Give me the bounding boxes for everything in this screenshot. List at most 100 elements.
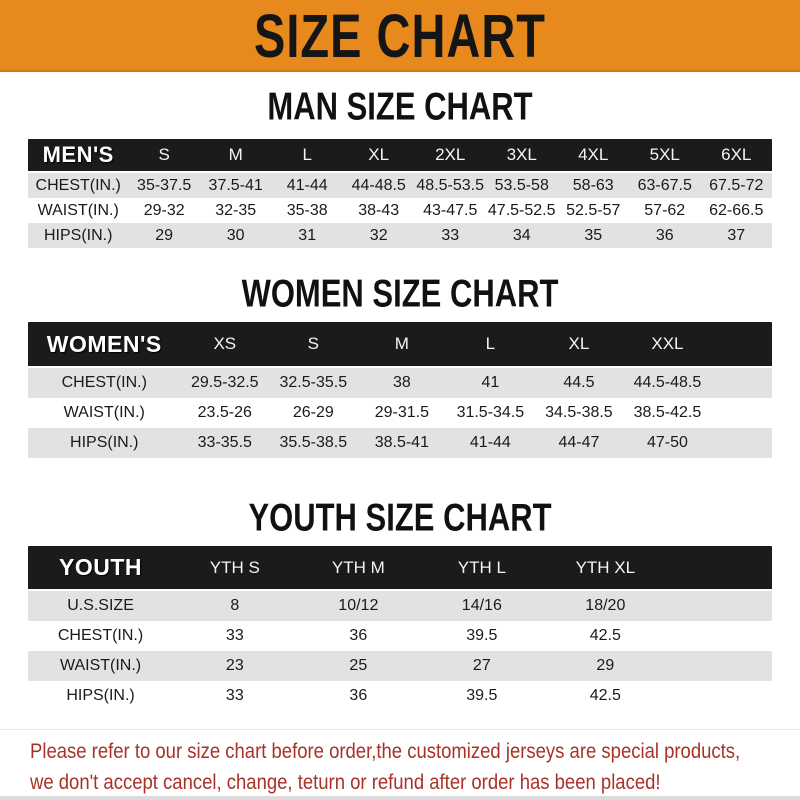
- cell-value: 32: [369, 226, 388, 244]
- cell-value: 58-63: [572, 176, 614, 194]
- column-header: XL: [368, 145, 390, 164]
- cell-value: 18/20: [585, 597, 626, 614]
- table-header-row: WOMEN'S XS S M L XL XXL: [28, 322, 772, 368]
- cell-value: 42.5: [589, 627, 621, 644]
- cell-value: 30: [226, 226, 245, 244]
- women-size-chart-heading: WOMEN SIZE CHART: [0, 272, 800, 316]
- cell-value: 34.5-38.5: [545, 404, 613, 421]
- cell-value: 14/16: [461, 597, 502, 614]
- cell-value: 29.5-32.5: [190, 374, 259, 391]
- row-label: WAIST(IN.): [37, 201, 119, 219]
- row-label: WAIST(IN.): [63, 404, 145, 421]
- cell-value: 26-29: [292, 404, 334, 421]
- cell-value: 36: [655, 226, 674, 244]
- cell-value: 47.5-52.5: [487, 201, 556, 219]
- disclaimer-line-1: Please refer to our size chart before or…: [30, 739, 741, 763]
- cell-value: 35-37.5: [137, 176, 192, 194]
- bottom-edge-divider: [0, 796, 800, 800]
- table-row: WAIST(IN.) 29-32 32-35 35-38 38-43 43-47.5 47.…: [28, 198, 772, 223]
- cell-value: 29: [596, 657, 615, 674]
- column-header: YTH L: [457, 557, 506, 577]
- banner-title: SIZE CHART: [254, 0, 546, 70]
- cell-value: 38.5-42.5: [633, 404, 702, 421]
- column-header: YTH XL: [575, 557, 636, 577]
- column-header: M: [394, 334, 409, 353]
- cell-value: 53.5-58: [494, 176, 549, 194]
- cell-value: 36: [349, 627, 368, 644]
- row-label: HIPS(IN.): [43, 226, 113, 244]
- column-header: M: [228, 145, 243, 164]
- cell-value: 33: [441, 226, 460, 244]
- column-header: 6XL: [721, 145, 752, 164]
- column-header: L: [302, 145, 312, 164]
- cell-value: 41: [481, 374, 500, 391]
- cell-value: 29-31.5: [374, 404, 429, 421]
- cell-value: 36: [349, 687, 368, 704]
- column-header: YTH M: [331, 557, 385, 577]
- cell-value: 37.5-41: [208, 176, 263, 194]
- cell-value: 39.5: [466, 627, 498, 644]
- man-size-chart-heading-text: MAN SIZE CHART: [267, 84, 533, 129]
- cell-value: 44-48.5: [351, 176, 406, 194]
- table-row: CHEST(IN.) 35-37.5 37.5-41 41-44 44-48.5 48.5…: [28, 173, 772, 198]
- column-header: 4XL: [578, 145, 609, 164]
- cell-value: 62-66.5: [709, 201, 764, 219]
- row-label: WAIST(IN.): [59, 657, 142, 674]
- cell-value: 23: [225, 657, 244, 674]
- table-row: WAIST(IN.) 23 25 27 29: [28, 651, 772, 681]
- cell-value: 38-43: [358, 201, 400, 219]
- cell-value: 33: [225, 627, 244, 644]
- cell-value: 31.5-34.5: [456, 404, 525, 421]
- column-header: S: [307, 334, 319, 353]
- disclaimer: Please refer to our size chart before or…: [0, 729, 800, 798]
- table-row: HIPS(IN.) 29 30 31 32 33 34 35 36 37: [28, 223, 772, 248]
- row-label: HIPS(IN.): [66, 687, 135, 704]
- table-title: WOMEN'S: [46, 330, 162, 357]
- column-header: 3XL: [506, 145, 537, 164]
- cell-value: 35: [584, 226, 603, 244]
- column-header: 2XL: [435, 145, 466, 164]
- column-header: 5XL: [649, 145, 680, 164]
- cell-value: 32-35: [215, 201, 257, 219]
- row-label: HIPS(IN.): [70, 434, 139, 451]
- table-header-row: YOUTH YTH S YTH M YTH L YTH XL: [28, 546, 772, 591]
- row-label: CHEST(IN.): [61, 374, 147, 391]
- cell-value: 33-35.5: [197, 434, 252, 451]
- cell-value: 10/12: [338, 597, 379, 614]
- cell-value: 48.5-53.5: [416, 176, 485, 194]
- cell-value: 67.5-72: [709, 176, 764, 194]
- column-header: XS: [213, 334, 237, 353]
- table-row: CHEST(IN.) 29.5-32.5 32.5-35.5 38 41 44.5 44.5…: [28, 368, 772, 398]
- column-header: XXL: [651, 334, 684, 353]
- men-size-table: MEN'S S M L XL 2XL 3XL 4XL 5XL 6XL CHEST(IN.) 35-37…: [28, 139, 772, 248]
- cell-value: 63-67.5: [637, 176, 692, 194]
- table-row: WAIST(IN.) 23.5-26 26-29 29-31.5 31.5-34.5 34…: [28, 398, 772, 428]
- cell-value: 47-50: [646, 434, 688, 451]
- cell-value: 29-32: [143, 201, 185, 219]
- table-title: YOUTH: [59, 554, 143, 580]
- column-header: S: [158, 145, 170, 164]
- cell-value: 44.5-48.5: [633, 374, 702, 391]
- table-header-row: MEN'S S M L XL 2XL 3XL 4XL 5XL 6XL: [28, 139, 772, 173]
- cell-value: 41-44: [469, 434, 511, 451]
- cell-value: 25: [349, 657, 368, 674]
- cell-value: 42.5: [589, 687, 621, 704]
- cell-value: 8: [230, 597, 240, 614]
- cell-value: 41-44: [286, 176, 328, 194]
- cell-value: 29: [155, 226, 174, 244]
- youth-size-chart-heading-text: YOUTH SIZE CHART: [248, 495, 552, 540]
- man-size-chart-heading: MAN SIZE CHART: [0, 84, 800, 129]
- cell-value: 57-62: [644, 201, 686, 219]
- cell-value: 43-47.5: [423, 201, 478, 219]
- cell-value: 23.5-26: [197, 404, 252, 421]
- cell-value: 31: [298, 226, 317, 244]
- table-row: U.S.SIZE 8 10/12 14/16 18/20: [28, 591, 772, 621]
- column-header: YTH S: [209, 557, 260, 577]
- cell-value: 37: [727, 226, 746, 244]
- column-header: L: [485, 334, 496, 353]
- row-label: U.S.SIZE: [67, 597, 134, 614]
- cell-value: 35-38: [286, 201, 328, 219]
- table-row: CHEST(IN.) 33 36 39.5 42.5: [28, 621, 772, 651]
- cell-value: 39.5: [466, 687, 498, 704]
- table-row: HIPS(IN.) 33 36 39.5 42.5: [28, 681, 772, 711]
